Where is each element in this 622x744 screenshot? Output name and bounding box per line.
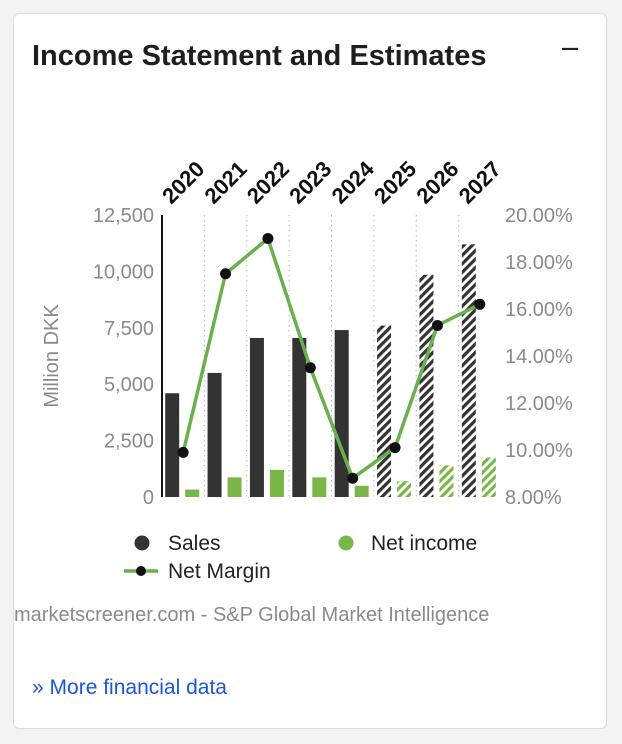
y2-tick-label: 16.00% bbox=[505, 299, 573, 321]
income-statement-widget: Income Statement and Estimates − 0 2,500 5… bbox=[13, 13, 607, 729]
net-income-bar bbox=[269, 469, 284, 497]
net-income-bar bbox=[481, 457, 496, 497]
legend-sales-label: Sales bbox=[168, 532, 221, 555]
net-margin-point bbox=[347, 472, 359, 484]
category-label: 2024 bbox=[327, 156, 380, 209]
y2-tick-label: 10.00% bbox=[505, 440, 573, 462]
y2-tick-label: 20.00% bbox=[505, 205, 573, 227]
net-margin-point bbox=[220, 268, 232, 280]
source-credit: marketscreener.com - S&P Global Market I… bbox=[14, 604, 490, 626]
category-label: 2022 bbox=[242, 156, 294, 208]
y-tick-label: 10,000 bbox=[93, 261, 154, 283]
net-margin-point bbox=[431, 319, 443, 331]
legend-net-income-label: Net income bbox=[371, 532, 477, 555]
y2-tick-label: 14.00% bbox=[505, 346, 573, 368]
collapse-button[interactable]: − bbox=[555, 34, 585, 64]
y-tick-label: 5,000 bbox=[104, 374, 154, 396]
y-axis-label: Million DKK bbox=[41, 304, 63, 408]
sales-bar bbox=[377, 325, 392, 497]
net-income-bar bbox=[185, 489, 200, 497]
sales-bar bbox=[165, 393, 180, 497]
more-financial-data-link[interactable]: » More financial data bbox=[32, 676, 227, 700]
category-label: 2023 bbox=[284, 156, 336, 208]
category-label: 2025 bbox=[369, 156, 421, 208]
net-margin-point bbox=[304, 362, 316, 374]
double-chevron-icon: » bbox=[32, 676, 44, 699]
category-label: 2021 bbox=[199, 156, 251, 208]
category-label: 2020 bbox=[157, 156, 209, 208]
legend-net-margin-marker bbox=[136, 566, 146, 576]
more-financial-data-label: More financial data bbox=[49, 676, 227, 699]
net-income-bar bbox=[312, 477, 327, 497]
y2-tick-label: 18.00% bbox=[505, 252, 573, 274]
legend-net-income-swatch bbox=[338, 535, 354, 551]
net-margin-point bbox=[474, 298, 486, 310]
net-margin-point bbox=[262, 233, 274, 244]
y2-tick-label: 12.00% bbox=[505, 393, 573, 415]
net-margin-point bbox=[177, 446, 189, 458]
y2-tick-label: 8.00% bbox=[505, 487, 562, 509]
net-income-bar bbox=[227, 477, 242, 497]
net-income-bar bbox=[439, 465, 454, 497]
sales-bar bbox=[419, 274, 434, 497]
y-tick-label: 7,500 bbox=[104, 318, 154, 340]
net-margin-line bbox=[181, 236, 481, 480]
y-tick-label: 0 bbox=[143, 487, 154, 509]
category-label: 2027 bbox=[454, 156, 506, 208]
sales-bar bbox=[334, 330, 349, 497]
y-tick-label: 2,500 bbox=[104, 431, 154, 453]
net-income-bar bbox=[354, 485, 369, 497]
sales-bar bbox=[461, 244, 476, 497]
legend-net-margin-label: Net Margin bbox=[168, 560, 271, 583]
y-tick-label: 12,500 bbox=[93, 205, 154, 227]
net-margin-point bbox=[389, 442, 401, 454]
minus-icon: − bbox=[559, 34, 581, 64]
sales-bar bbox=[207, 372, 222, 497]
net-income-bar bbox=[397, 481, 412, 497]
legend-sales-swatch bbox=[134, 535, 150, 551]
category-label: 2026 bbox=[411, 156, 463, 208]
sales-bar bbox=[249, 337, 264, 497]
widget-title: Income Statement and Estimates bbox=[32, 40, 487, 72]
sales-bar bbox=[292, 337, 307, 497]
income-chart: 0 2,500 5,000 7,500 10,000 12,500 8.00% 10.00% 1… bbox=[41, 156, 573, 583]
